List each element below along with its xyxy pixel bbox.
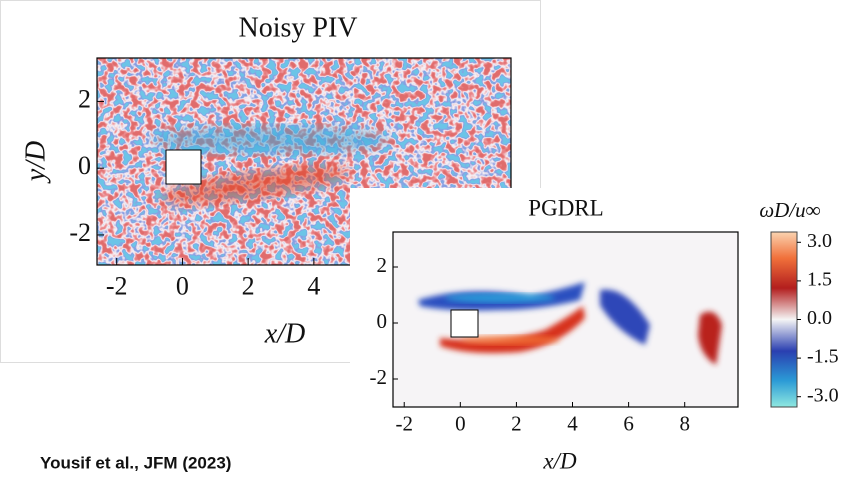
colorbar-tick-label: 1.5 [807,268,832,290]
panel-pgdrl: PGDRL x/D -2 0 2 4 6 8 -2 0 2 [370,195,739,473]
reconstructed-field [393,232,738,407]
colorbar-tick-label: -3.0 [807,384,839,406]
colorbar-tick-label: 3.0 [807,230,832,252]
citation: Yousif et al., JFM (2023) [40,453,231,472]
x-tick-label: 2 [511,412,522,436]
x-tick-label: 2 [242,271,255,300]
noisy-field [97,58,511,265]
plot-frame [392,231,739,408]
colorbar-axis: 3.0 1.5 0.0 -1.5 -3.0 [797,230,839,406]
x-axis-label: x/D [264,318,305,349]
x-tick-label: -2 [106,271,128,300]
panel-noisy: Noisy PIV x/D y/D -2 0 2 4 -2 0 2 [20,12,512,349]
y-tick-label: 0 [377,309,388,333]
colorbar-label: ωD/u∞ [759,198,820,222]
x-tick-label: 8 [679,412,690,436]
y-tick-label: 2 [377,253,388,277]
x-tick-label: 6 [623,412,634,436]
y-tick-label: -2 [69,218,91,247]
colorbar-tick-label: 0.0 [807,307,832,329]
x-axis-label: x/D [542,448,577,473]
panel-title: PGDRL [528,195,603,220]
x-tick-label: 0 [176,271,189,300]
x-tick-label: -2 [395,412,413,436]
y-tick-label: 0 [78,151,91,180]
colorbar-tick-label: -1.5 [807,346,839,368]
y-tick-label: 2 [78,84,91,113]
colorbar [770,231,798,408]
plot-frame [96,57,512,266]
y-axis-label: y/D [20,141,51,184]
x-tick-label: 0 [455,412,466,436]
panel-title: Noisy PIV [238,12,357,43]
x-tick-label: 4 [567,412,578,436]
x-tick-label: 4 [307,271,320,300]
y-tick-label: -2 [370,365,388,389]
